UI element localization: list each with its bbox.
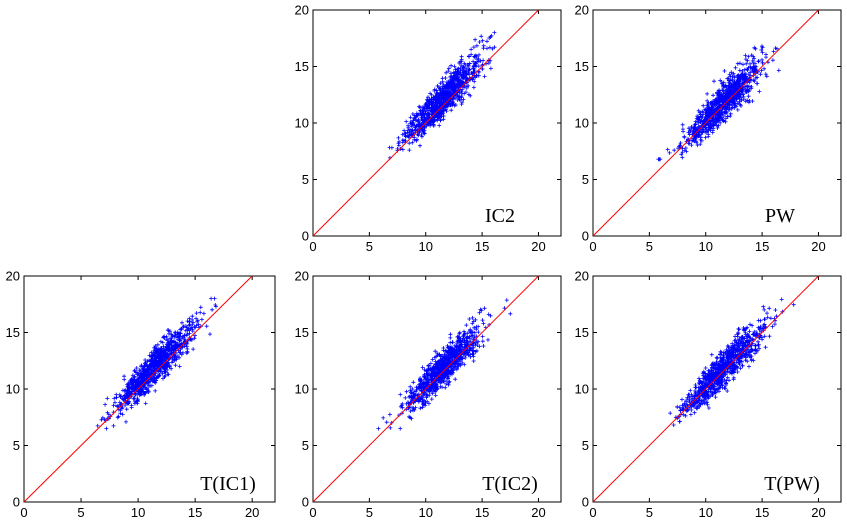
- reference-line: [23, 275, 253, 503]
- tick-labels: 0 5 10 15 20 0 5 10 15 20: [575, 269, 841, 520]
- y-tick-label: 5: [302, 172, 309, 187]
- y-tick-label: 20: [295, 269, 309, 284]
- tick-labels: 0 5 10 15 20 0 5 10 15 20: [295, 3, 561, 254]
- x-tick-label: 0: [309, 505, 316, 520]
- panel-t-pw: 0 5 10 15 20 0 5 10 15 20 T(PW): [575, 269, 842, 520]
- y-tick-label: 20: [575, 3, 589, 18]
- x-tick-label: 0: [309, 239, 316, 254]
- reference-line: [592, 9, 819, 237]
- y-tick-label: 10: [295, 382, 309, 397]
- x-tick-label: 10: [131, 505, 145, 520]
- x-tick-label: 0: [589, 505, 596, 520]
- y-tick-label: 0: [302, 495, 309, 510]
- y-tick-label: 5: [13, 438, 20, 453]
- y-tick-label: 20: [575, 269, 589, 284]
- y-tick-label: 10: [575, 382, 589, 397]
- tick-labels: 0 5 10 15 20 0 5 10 15 20: [295, 269, 561, 520]
- panel-ic2: 0 5 10 15 20 0 5 10 15 20 IC2: [295, 3, 562, 254]
- plot-frame: [23, 275, 276, 503]
- x-tick-label: 10: [418, 505, 432, 520]
- panel-pw: 0 5 10 15 20 0 5 10 15 20 PW: [575, 3, 842, 254]
- panel-t-ic1: 0 5 10 15 20 0 5 10 15 20 T(IC1): [6, 269, 276, 520]
- panel-label: PW: [765, 205, 795, 227]
- x-tick-label: 15: [475, 239, 489, 254]
- x-tick-label: 0: [20, 505, 27, 520]
- x-tick-label: 15: [755, 505, 769, 520]
- x-tick-label: 10: [698, 239, 712, 254]
- y-tick-label: 15: [6, 325, 20, 340]
- panel-label: IC2: [485, 205, 515, 227]
- x-tick-label: 20: [811, 239, 825, 254]
- y-tick-label: 10: [575, 116, 589, 131]
- panel-label: T(IC1): [200, 473, 256, 495]
- x-tick-label: 10: [698, 505, 712, 520]
- y-tick-label: 0: [582, 229, 589, 244]
- tick-labels: 0 5 10 15 20 0 5 10 15 20: [6, 269, 275, 520]
- x-tick-label: 15: [755, 239, 769, 254]
- x-tick-label: 20: [531, 505, 545, 520]
- x-tick-label: 15: [188, 505, 202, 520]
- scatter-points: [376, 298, 513, 431]
- y-tick-label: 0: [302, 229, 309, 244]
- x-tick-label: 0: [589, 239, 596, 254]
- y-tick-label: 10: [295, 116, 309, 131]
- x-tick-label: 20: [245, 505, 259, 520]
- reference-line: [592, 275, 819, 503]
- y-tick-label: 5: [582, 438, 589, 453]
- x-tick-label: 20: [811, 505, 825, 520]
- x-tick-label: 5: [366, 505, 373, 520]
- y-tick-label: 15: [295, 59, 309, 74]
- panel-label: T(IC2): [482, 473, 538, 495]
- y-tick-label: 0: [582, 495, 589, 510]
- x-tick-label: 20: [531, 239, 545, 254]
- x-tick-label: 10: [418, 239, 432, 254]
- y-tick-label: 15: [575, 325, 589, 340]
- y-tick-label: 20: [295, 3, 309, 18]
- plot-frame: [312, 9, 562, 237]
- reference-line: [312, 275, 539, 503]
- reference-line: [312, 9, 539, 237]
- y-tick-label: 20: [6, 269, 20, 284]
- panel-label: T(PW): [764, 473, 820, 495]
- y-tick-label: 5: [302, 438, 309, 453]
- y-tick-label: 0: [13, 495, 20, 510]
- x-tick-label: 5: [366, 239, 373, 254]
- y-tick-label: 15: [575, 59, 589, 74]
- x-tick-label: 5: [77, 505, 84, 520]
- y-tick-label: 10: [6, 382, 20, 397]
- tick-labels: 0 5 10 15 20 0 5 10 15 20: [575, 3, 841, 254]
- y-tick-label: 5: [582, 172, 589, 187]
- x-tick-label: 5: [646, 239, 653, 254]
- panel-t-ic2: 0 5 10 15 20 0 5 10 15 20 T(IC2): [295, 269, 562, 520]
- x-tick-label: 15: [475, 505, 489, 520]
- x-tick-label: 5: [646, 505, 653, 520]
- scatter-markers: [376, 298, 513, 431]
- y-tick-label: 15: [295, 325, 309, 340]
